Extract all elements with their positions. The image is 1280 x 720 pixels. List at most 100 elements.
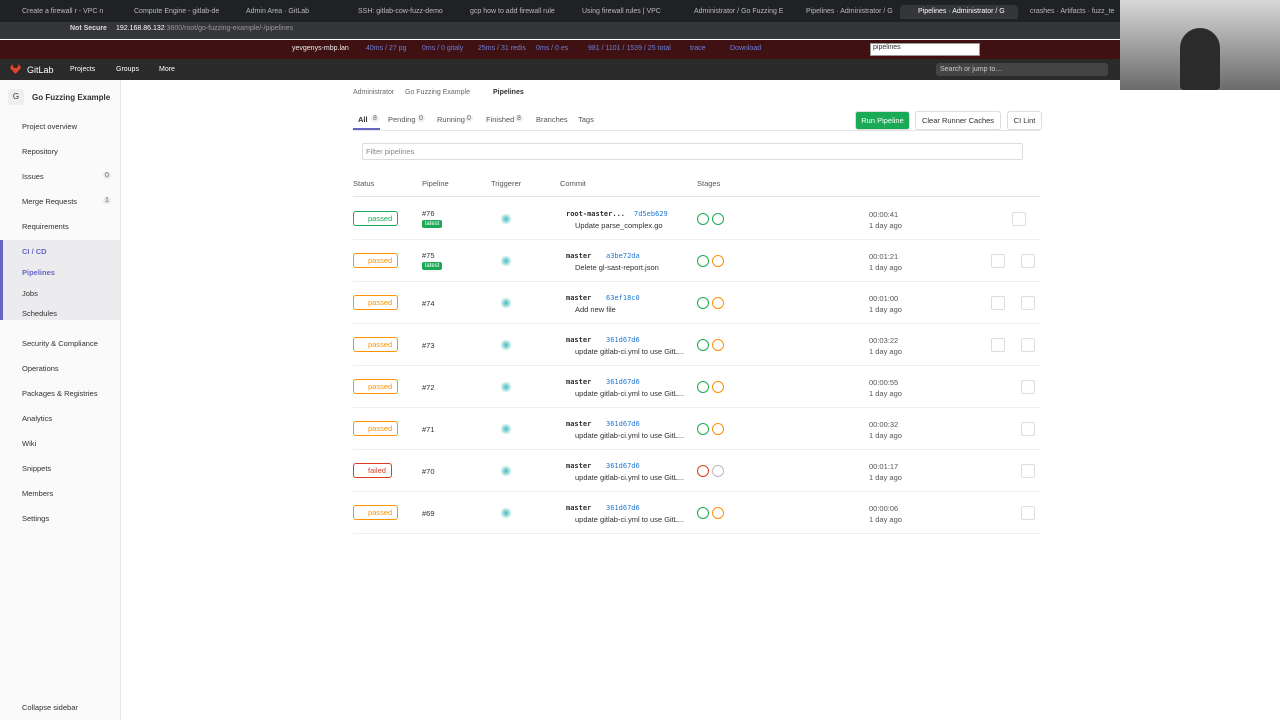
commit-message[interactable]: update gitlab-ci.yml to use GitL...: [575, 347, 685, 356]
breadcrumb[interactable]: Go Fuzzing Example: [405, 89, 470, 96]
sidebar-item[interactable]: Repository: [22, 147, 58, 156]
status-badge[interactable]: passed: [353, 337, 399, 352]
stage-icon[interactable]: [712, 465, 724, 477]
branch[interactable]: root-master...: [566, 210, 626, 218]
commit-sha[interactable]: 361d67d6: [606, 504, 640, 512]
stage-icon[interactable]: [697, 297, 709, 309]
sidebar-item[interactable]: Project overview: [22, 122, 78, 131]
commit-sha[interactable]: 7d5eb629: [634, 210, 668, 218]
download-button[interactable]: [991, 338, 1005, 352]
status-badge[interactable]: passed: [353, 379, 399, 394]
search[interactable]: Search or jump to…: [936, 63, 1108, 76]
perf-link[interactable]: Download: [730, 45, 762, 52]
stage-icon[interactable]: [712, 297, 724, 309]
browser-tab[interactable]: Administrator / Go Fuzzing E: [694, 8, 784, 15]
retry-button[interactable]: [1021, 254, 1035, 268]
branch[interactable]: master: [566, 336, 592, 344]
sidebar-item[interactable]: Security & Compliance: [22, 338, 98, 348]
retry-button[interactable]: [1021, 296, 1035, 310]
sidebar-item[interactable]: Analytics: [22, 413, 53, 423]
sidebar-subitem[interactable]: Pipelines: [22, 268, 55, 277]
stage-icon[interactable]: [712, 381, 724, 393]
status-badge[interactable]: passed: [353, 295, 399, 310]
pipeline-id[interactable]: #73: [422, 341, 435, 350]
pipeline-id[interactable]: #70: [422, 467, 435, 476]
filter-tab[interactable]: Finished: [486, 115, 515, 124]
branch[interactable]: master: [566, 420, 592, 428]
sidebar-item[interactable]: Members: [22, 488, 54, 498]
branch[interactable]: master: [566, 252, 592, 260]
retry-button[interactable]: [1021, 464, 1035, 478]
filter-tab[interactable]: All: [358, 115, 368, 124]
retry-button[interactable]: [1021, 338, 1035, 352]
browser-tab[interactable]: Pipelines · Administrator / G: [806, 8, 893, 15]
stage-icon[interactable]: [712, 255, 724, 267]
perf-link[interactable]: trace: [690, 45, 706, 52]
status-badge[interactable]: passed: [353, 253, 399, 268]
stage-icon[interactable]: [697, 339, 709, 351]
filter-tab[interactable]: Tags: [578, 115, 594, 124]
pipeline-id[interactable]: #75: [422, 251, 435, 260]
commit-sha[interactable]: 361d67d6: [606, 336, 640, 344]
sidebar-item[interactable]: Wiki: [22, 438, 37, 448]
download-button[interactable]: [991, 296, 1005, 310]
sidebar-item[interactable]: Packages & Registries: [22, 388, 98, 398]
filter-tab[interactable]: Running: [437, 115, 465, 124]
stage-icon[interactable]: [697, 423, 709, 435]
commit-sha[interactable]: 361d67d6: [606, 462, 640, 470]
commit-message[interactable]: Add new file: [575, 305, 616, 314]
filter-tab[interactable]: Pending: [388, 115, 416, 124]
browser-tab[interactable]: Admin Area · GitLab: [246, 8, 310, 15]
sidebar-item[interactable]: CI / CD: [22, 247, 47, 256]
browser-tab[interactable]: crashes · Artifacts · fuzz_te: [1030, 8, 1115, 15]
pipeline-id[interactable]: #72: [422, 383, 435, 392]
retry-button[interactable]: [1021, 380, 1035, 394]
stage-icon[interactable]: [712, 507, 724, 519]
browser-tab[interactable]: Create a firewall r - VPC n: [22, 8, 104, 15]
nav-menu[interactable]: Groups: [116, 66, 139, 73]
browser-tab[interactable]: SSH: gitlab-cow-fuzz-demo: [358, 8, 443, 15]
status-badge[interactable]: passed: [353, 421, 399, 436]
branch[interactable]: master: [566, 294, 592, 302]
commit-sha[interactable]: 63ef18c0: [606, 294, 640, 302]
commit-sha[interactable]: a3be72da: [606, 252, 640, 260]
status-badge[interactable]: passed: [353, 211, 399, 226]
button[interactable]: Clear Runner Caches: [915, 111, 1001, 130]
stage-icon[interactable]: [697, 507, 709, 519]
pipeline-id[interactable]: #76: [422, 209, 435, 218]
branch[interactable]: master: [566, 462, 592, 470]
stage-icon[interactable]: [712, 213, 724, 225]
sidebar-item[interactable]: Settings: [22, 513, 50, 523]
commit-message[interactable]: Delete gl-sast-report.json: [575, 263, 659, 272]
branch[interactable]: master: [566, 504, 592, 512]
sidebar-item[interactable]: Operations: [22, 363, 59, 373]
browser-tab[interactable]: Pipelines · Administrator / G: [900, 5, 1018, 19]
button[interactable]: Run Pipeline: [855, 111, 910, 130]
status-badge[interactable]: passed: [353, 505, 399, 520]
collapse-sidebar[interactable]: Collapse sidebar: [22, 703, 78, 712]
stage-icon[interactable]: [697, 255, 709, 267]
button[interactable]: CI Lint: [1007, 111, 1042, 130]
browser-tab[interactable]: gcp how to add firewall rule: [470, 8, 555, 15]
stage-icon[interactable]: [697, 381, 709, 393]
browser-tab[interactable]: Using firewall rules | VPC: [582, 8, 661, 15]
nav-menu[interactable]: Projects: [70, 66, 96, 73]
pipeline-id[interactable]: #69: [422, 509, 435, 518]
filter-input[interactable]: Filter pipelines: [362, 143, 1023, 160]
stage-icon[interactable]: [697, 213, 709, 225]
commit-message[interactable]: update gitlab-ci.yml to use GitL...: [575, 431, 685, 440]
breadcrumb[interactable]: Pipelines: [493, 89, 524, 96]
perf-select[interactable]: pipelines: [870, 43, 980, 56]
commit-message[interactable]: Update parse_complex.go: [575, 221, 663, 230]
stage-icon[interactable]: [712, 423, 724, 435]
branch[interactable]: master: [566, 378, 592, 386]
nav-menu[interactable]: More: [159, 66, 175, 73]
sidebar-item[interactable]: Issues: [22, 172, 44, 181]
filter-tab[interactable]: Branches: [536, 115, 568, 124]
download-button[interactable]: [991, 254, 1005, 268]
commit-message[interactable]: update gitlab-ci.yml to use GitL...: [575, 473, 685, 482]
download-button[interactable]: [1012, 212, 1026, 226]
browser-tab[interactable]: Compute Engine - gitlab-de: [134, 8, 220, 15]
sidebar-item[interactable]: Requirements: [22, 222, 69, 231]
status-badge[interactable]: failed: [353, 463, 392, 478]
